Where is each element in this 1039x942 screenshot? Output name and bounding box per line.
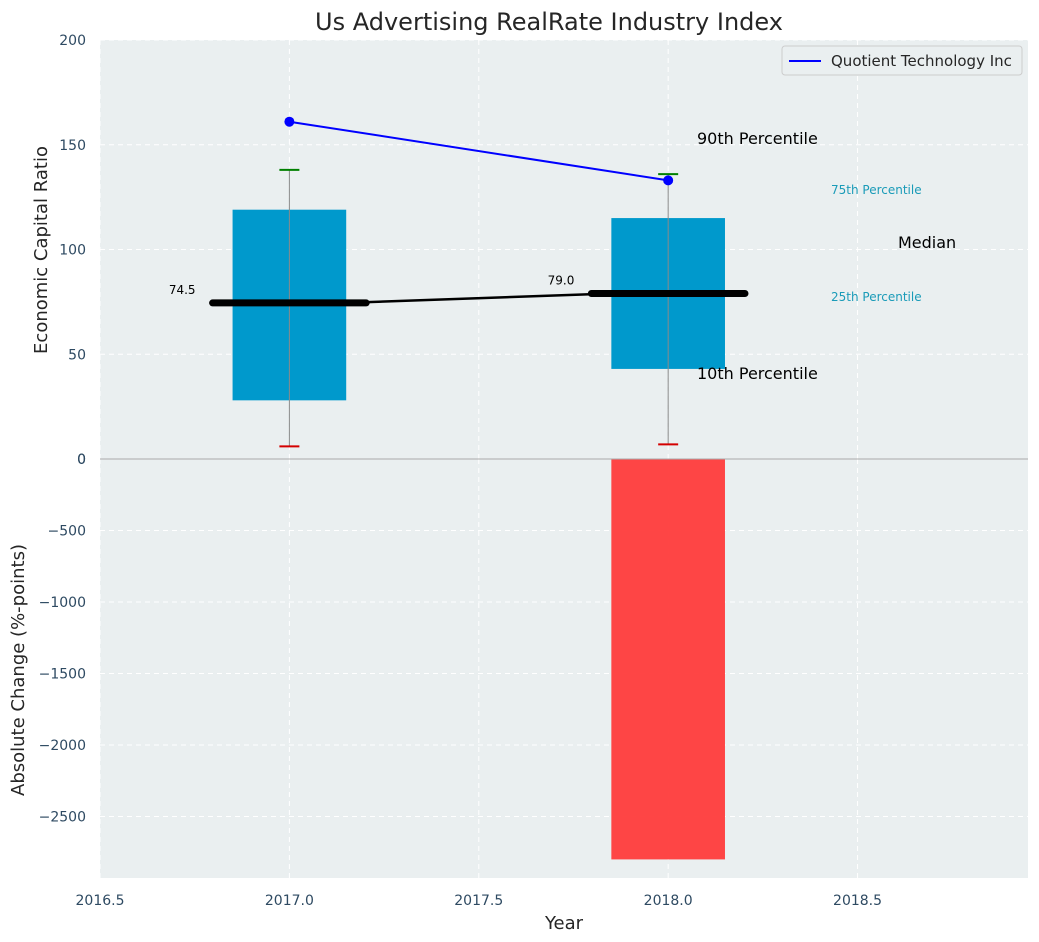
annotation-75th-percentile: 75th Percentile [831, 183, 922, 197]
top-y-tick-label: 150 [59, 138, 86, 154]
top-panel: 74.5 79.0 [169, 116, 749, 448]
series-point [663, 175, 674, 186]
top-y-tick-label: 100 [59, 243, 86, 259]
annotation-25th-percentile: 25th Percentile [831, 290, 922, 304]
legend-box [781, 45, 1023, 76]
bottom-y-tick-label: −2500 [39, 810, 86, 826]
series-point [284, 116, 295, 127]
chart-title: Us Advertising RealRate Industry Index [315, 8, 783, 36]
bottom-panel [611, 459, 725, 860]
bottom-y-axis-label: Absolute Change (%-points) [8, 544, 29, 796]
annotation-90th-percentile: 90th Percentile [697, 129, 818, 148]
series-line [289, 120, 669, 182]
top-y-tick-label: 50 [68, 347, 86, 363]
bottom-y-tick-label: −500 [48, 524, 86, 540]
annotation-10th-percentile: 10th Percentile [697, 364, 818, 383]
bottom-y-tick-label: 0 [77, 452, 86, 468]
x-tick-label: 2018.5 [833, 893, 882, 909]
x-axis-label: Year [544, 913, 584, 934]
x-tick-label: 2016.5 [76, 893, 125, 909]
bottom-y-tick-label: −2000 [39, 738, 86, 754]
x-tick-label: 2017.5 [454, 893, 503, 909]
legend-label: Quotient Technology Inc [831, 52, 1012, 70]
median-value-label: 79.0 [548, 273, 575, 287]
median-value-label: 74.5 [169, 283, 196, 297]
annotation-median: Median [898, 233, 956, 252]
top-y-axis-label: Economic Capital Ratio [31, 146, 52, 354]
bottom-plot-area [100, 459, 1028, 878]
change-bar [611, 459, 725, 860]
axes: 2016.5 2017.0 2017.5 2018.0 2018.5 0 50 100 150 2… [39, 33, 1028, 909]
top-y-tick-label: 0 [77, 452, 86, 468]
median-trend-line [346, 292, 612, 305]
x-tick-label: 2018.0 [644, 893, 693, 909]
bottom-y-tick-label: −1000 [39, 595, 86, 611]
x-tick-label: 2017.0 [265, 893, 314, 909]
bottom-y-tick-label: −1500 [39, 667, 86, 683]
top-y-tick-label: 200 [59, 33, 86, 49]
legend: Quotient Technology Inc [781, 45, 1023, 76]
